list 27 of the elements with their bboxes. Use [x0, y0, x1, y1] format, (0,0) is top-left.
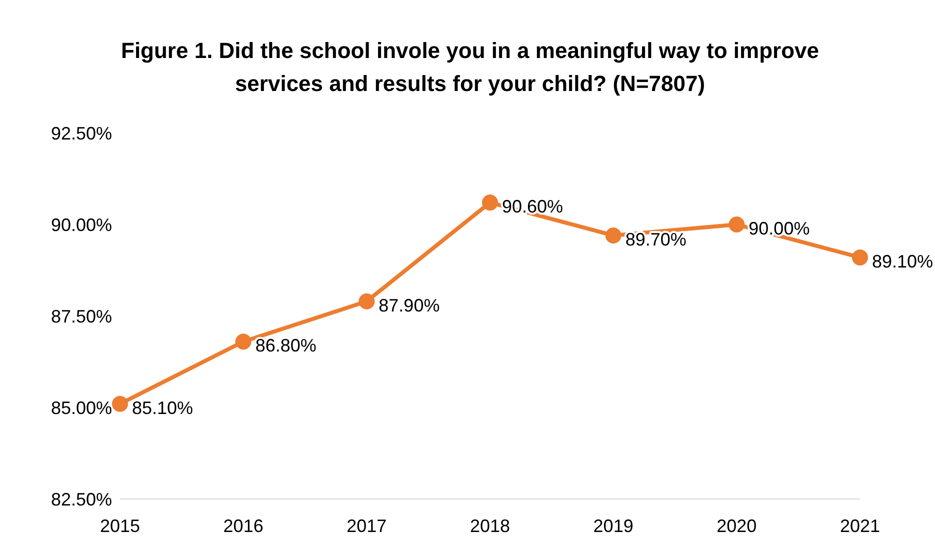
data-label: 86.80% — [255, 336, 316, 356]
x-tick-label: 2015 — [100, 516, 140, 536]
x-tick-label: 2016 — [223, 516, 264, 536]
data-label: 87.90% — [378, 295, 440, 316]
point — [852, 249, 868, 266]
x-tick-label: 2021 — [840, 516, 880, 536]
point — [235, 334, 252, 350]
data-label: 89.10% — [872, 251, 934, 272]
y-tick-label: 90.00% — [50, 214, 112, 235]
point — [605, 227, 622, 244]
y-tick-label: 87.50% — [50, 306, 112, 326]
point — [112, 396, 128, 412]
x-tick-label: 2019 — [593, 516, 634, 536]
data-label: 90.60% — [502, 196, 564, 217]
y-tick-label: 85.00% — [50, 398, 112, 418]
y-tick-label: 92.50% — [50, 123, 112, 144]
data-label: 85.10% — [132, 398, 194, 418]
point — [728, 216, 745, 232]
y-tick-label: 82.50% — [50, 489, 112, 510]
x-tick-label: 2017 — [346, 516, 387, 536]
x-tick-label: 2018 — [470, 516, 510, 536]
point — [358, 293, 375, 310]
chart-title: Figure 1. Did the school invole you in a meaningful way to improve services and results for your child? (N=7807) — [120, 37, 820, 98]
data-label: 89.70% — [625, 229, 686, 250]
point — [482, 194, 498, 211]
x-tick-label: 2020 — [716, 516, 757, 536]
data-label: 90.00% — [748, 218, 810, 238]
